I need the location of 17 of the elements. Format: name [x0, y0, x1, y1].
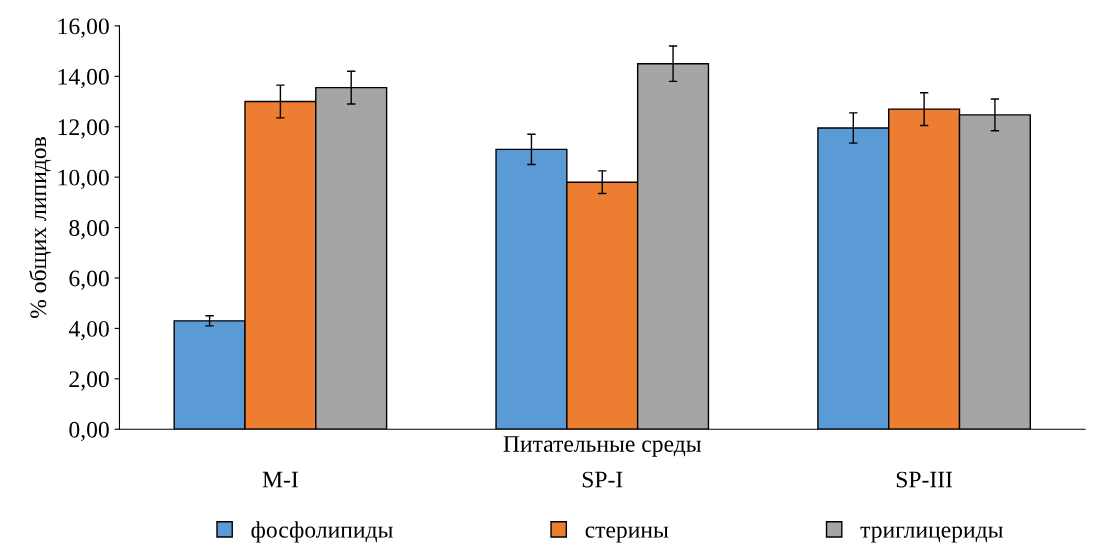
y-axis-title: % общих липидов: [29, 137, 51, 319]
y-tick-label: 14,00: [58, 68, 109, 89]
x-tick-label: SP-III: [896, 471, 953, 488]
x-tick-label: SP-I: [582, 471, 623, 488]
legend-label: триглицериды: [860, 526, 1003, 543]
y-tick-label: 8,00: [69, 220, 109, 240]
y-tick-label: 12,00: [58, 119, 109, 139]
x-axis-title: Питательные среды: [503, 436, 702, 457]
y-tick-label: 2,00: [69, 371, 109, 391]
y-tick-label: 6,00: [69, 270, 109, 290]
x-tick-label: M-I: [262, 471, 298, 488]
y-tick-label: 10,00: [58, 169, 109, 189]
legend-label: фосфолипиды: [251, 521, 393, 543]
y-tick-label: 4,00: [68, 320, 109, 341]
y-tick-label: 16,00: [58, 18, 109, 38]
legend-label: стерины: [585, 526, 669, 543]
y-tick-label: 0,00: [69, 421, 109, 442]
